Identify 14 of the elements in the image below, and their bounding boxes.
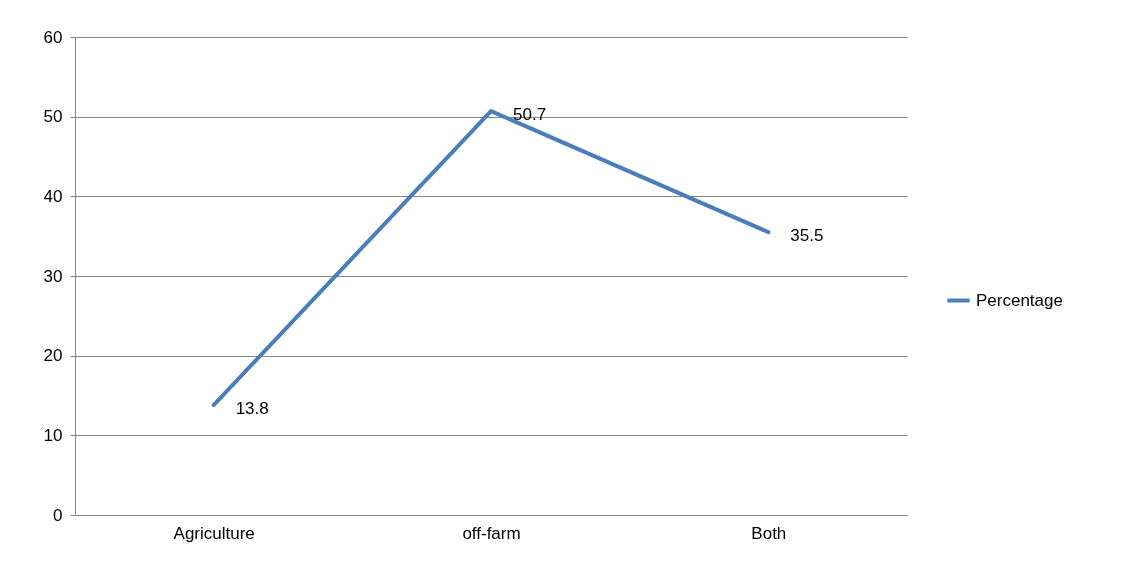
y-tick-label: 50 [43, 107, 63, 127]
y-tick-label: 30 [43, 266, 63, 286]
data-label: 50.7 [513, 105, 547, 125]
x-tick-label: off-farm [462, 523, 521, 543]
data-label: 35.5 [790, 226, 824, 246]
legend-label: Percentage [976, 290, 1063, 310]
x-tick-label: Agriculture [173, 523, 255, 543]
x-tick-label: Both [751, 523, 787, 543]
y-tick-label: 40 [43, 186, 63, 206]
y-tick-label: 60 [43, 27, 63, 47]
data-label: 13.8 [235, 399, 269, 419]
y-tick-label: 0 [53, 505, 63, 525]
y-tick-label: 20 [43, 346, 63, 366]
y-tick-label: 10 [43, 425, 63, 445]
